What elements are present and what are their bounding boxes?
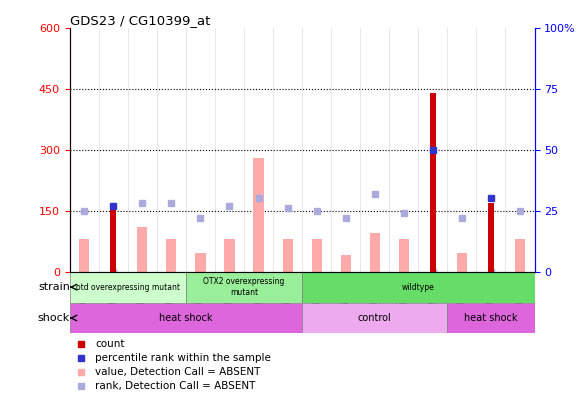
Bar xyxy=(70,303,302,333)
Bar xyxy=(110,207,116,272)
Text: count: count xyxy=(95,339,125,349)
Bar xyxy=(399,239,409,272)
Text: value, Detection Call = ABSENT: value, Detection Call = ABSENT xyxy=(95,367,261,377)
Text: OTX2 overexpressing
mutant: OTX2 overexpressing mutant xyxy=(203,278,285,297)
Bar xyxy=(447,303,535,333)
Text: GDS23 / CG10399_at: GDS23 / CG10399_at xyxy=(70,13,210,27)
Bar xyxy=(282,239,293,272)
Bar xyxy=(457,253,467,272)
Bar xyxy=(70,272,186,303)
Bar xyxy=(302,272,535,303)
Text: otd overexpressing mutant: otd overexpressing mutant xyxy=(76,283,180,291)
Bar xyxy=(430,93,436,272)
Text: control: control xyxy=(358,313,392,323)
Bar xyxy=(224,239,235,272)
Bar xyxy=(195,253,206,272)
Text: heat shock: heat shock xyxy=(464,313,518,323)
Text: rank, Detection Call = ABSENT: rank, Detection Call = ABSENT xyxy=(95,381,256,391)
Bar xyxy=(311,239,322,272)
Bar xyxy=(186,272,302,303)
Bar xyxy=(340,255,351,272)
Bar xyxy=(166,239,177,272)
Bar xyxy=(79,239,89,272)
Bar xyxy=(302,303,447,333)
Text: shock: shock xyxy=(38,313,70,323)
Text: heat shock: heat shock xyxy=(159,313,213,323)
Text: percentile rank within the sample: percentile rank within the sample xyxy=(95,353,271,363)
Bar xyxy=(488,203,494,272)
Bar xyxy=(137,227,148,272)
Bar xyxy=(370,233,380,272)
Bar xyxy=(253,158,264,272)
Text: strain: strain xyxy=(38,282,70,292)
Text: wildtype: wildtype xyxy=(402,283,435,291)
Bar xyxy=(515,239,525,272)
